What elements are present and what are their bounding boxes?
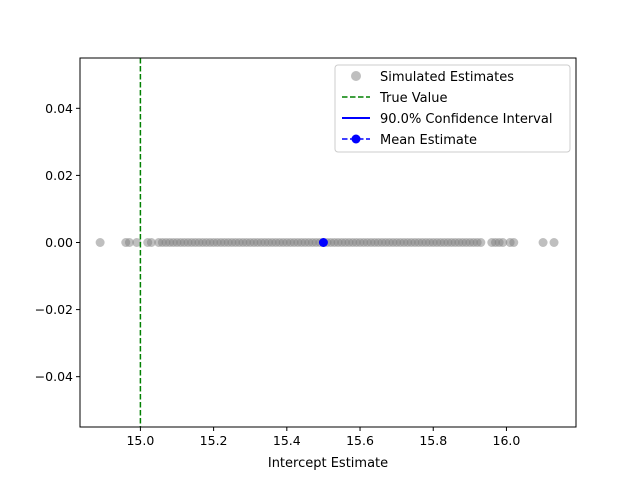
x-tick-label-0: 15.0 [126, 433, 154, 448]
legend-ci-label: 90.0% Confidence Interval [380, 112, 552, 127]
scatter-point-0 [95, 238, 105, 247]
legend-simulated-marker [351, 71, 361, 81]
scatter-point-3 [132, 238, 142, 247]
scatter-point-100 [509, 238, 519, 247]
scatter-point-98 [498, 238, 508, 247]
y-tick-label-4: −0.04 [35, 369, 73, 384]
scatter-point-2 [124, 238, 134, 247]
x-axis-label: Intercept Estimate [268, 456, 388, 471]
y-tick-label-1: 0.02 [45, 168, 73, 183]
x-axis: 15.0 15.2 15.4 15.6 15.8 16.0 [126, 427, 520, 448]
scatter-point-102 [549, 238, 559, 247]
legend-mean-marker [351, 134, 361, 144]
scatter-point-5 [146, 238, 156, 247]
y-tick-label-3: −0.02 [35, 302, 73, 317]
legend: Simulated Estimates True Value 90.0% Con… [334, 64, 571, 153]
x-tick-label-4: 15.8 [419, 433, 447, 448]
scatter-point-94 [476, 238, 486, 247]
legend-mean-label: Mean Estimate [380, 133, 477, 148]
legend-box [334, 64, 571, 153]
x-tick-label-3: 15.6 [346, 433, 374, 448]
scatter-layer [95, 238, 559, 247]
legend-simulated-label: Simulated Estimates [380, 70, 514, 85]
x-tick-label-2: 15.4 [273, 433, 301, 448]
scatter-point-101 [538, 238, 548, 247]
y-tick-label-0: 0.04 [45, 101, 73, 116]
overlay-layer [139, 58, 328, 427]
y-tick-label-2: 0.00 [45, 235, 73, 250]
x-tick-label-1: 15.2 [200, 433, 228, 448]
x-tick-label-5: 16.0 [493, 433, 521, 448]
mean-estimate-marker [318, 238, 328, 247]
legend-true-value-label: True Value [379, 91, 447, 106]
y-axis: 0.04 0.02 0.00 −0.02 −0.04 [35, 101, 80, 384]
